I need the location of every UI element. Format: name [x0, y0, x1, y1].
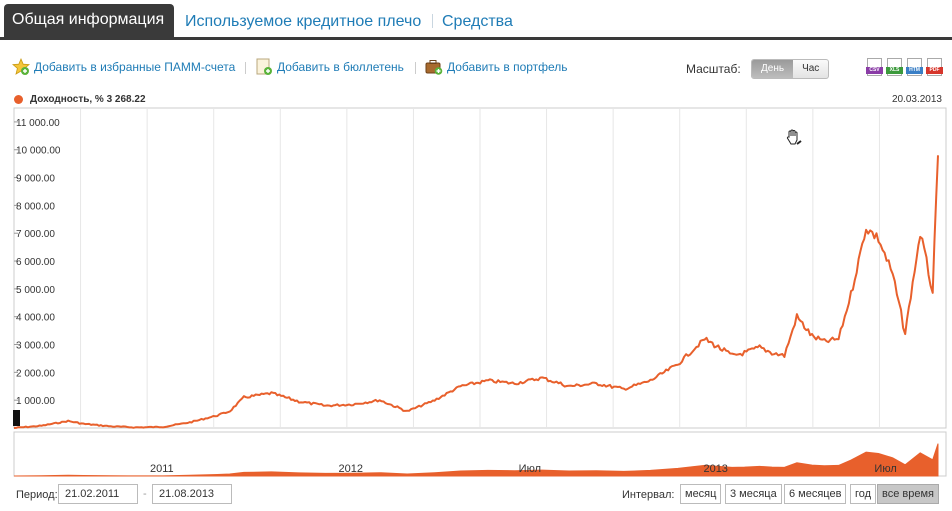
tab-bar: Общая информация Используемое кредитное …: [0, 0, 952, 40]
y-tick-label: 2 000.00: [16, 368, 55, 379]
tab-leverage[interactable]: Используемое кредитное плечо: [185, 13, 422, 30]
export-pdf-button[interactable]: PDF: [926, 58, 943, 78]
interval-6months-button[interactable]: 6 месяцев: [784, 484, 847, 504]
series-line: [13, 155, 939, 429]
y-tick-label: 4 000.00: [16, 313, 55, 324]
interval-3months-button[interactable]: 3 месяца: [725, 484, 782, 504]
y-tick-label: 9 000.00: [16, 174, 55, 185]
interval-year-button[interactable]: год: [850, 484, 877, 504]
period-label: Период:: [16, 489, 58, 501]
interval-all-time-button[interactable]: все время: [877, 484, 939, 504]
current-date: 20.03.2013: [891, 94, 942, 105]
csv-icon: CSV: [866, 67, 883, 74]
export-csv-button[interactable]: CSV: [866, 58, 883, 78]
y-tick-label: 11 000.00: [16, 118, 60, 129]
add-favorite-label: Добавить в избранные ПАММ-счета: [34, 60, 236, 74]
interval-label: Интервал:: [622, 489, 675, 501]
toolbar: Добавить в избранные ПАММ-счета Добавить…: [0, 52, 952, 80]
legend-marker: [14, 95, 23, 104]
add-bulletin-label: Добавить в бюллетень: [277, 60, 404, 74]
tab-funds[interactable]: Средства: [442, 13, 513, 30]
x-axis-label: Июл: [519, 463, 541, 475]
y-tick-label: 1 000.00: [16, 396, 55, 407]
x-axis-label: 2013: [703, 463, 727, 475]
x-axis-label: 2012: [338, 463, 362, 475]
export-htm-button[interactable]: HTM: [906, 58, 923, 78]
scale-hour-button[interactable]: Час: [802, 63, 820, 74]
x-axis-label: 2011: [150, 463, 174, 475]
y-tick-label: 8 000.00: [16, 201, 55, 212]
toolbar-separator: [415, 62, 416, 74]
tab-general-info[interactable]: Общая информация: [4, 4, 175, 37]
x-axis-label: Июл: [874, 463, 896, 475]
y-tick-label: 5 000.00: [16, 285, 55, 296]
range-start-handle: [13, 410, 20, 426]
star-add-icon: [12, 58, 30, 75]
scale-label: Масштаб:: [686, 62, 741, 76]
scale-day-button[interactable]: День: [752, 60, 794, 78]
interval-month-button[interactable]: месяц: [680, 484, 722, 504]
navigator-area: [13, 443, 939, 477]
yield-chart[interactable]: 1 000.00 2 000.00 3 000.00 4 000.00 5 000.00…: [0, 106, 952, 478]
bulletin-add-icon: [256, 58, 272, 75]
y-tick-label: 7 000.00: [16, 229, 55, 240]
pdf-icon: PDF: [926, 67, 943, 74]
y-tick-label: 6 000.00: [16, 257, 55, 268]
xls-icon: XLS: [886, 67, 903, 74]
export-xls-button[interactable]: XLS: [886, 58, 903, 78]
footer-controls: Период: - Интервал: месяц 3 месяца 6 мес…: [0, 482, 952, 506]
toolbar-separator: [245, 62, 246, 74]
y-tick-label: 3 000.00: [16, 341, 55, 352]
tab-separator: [432, 14, 433, 28]
hand-cursor-icon: [786, 129, 802, 145]
scale-toggle: День Час: [751, 59, 830, 79]
date-from-input[interactable]: [58, 484, 138, 504]
briefcase-add-icon: [425, 60, 443, 75]
y-tick-label: 10 000.00: [16, 146, 61, 157]
date-to-input[interactable]: [152, 484, 232, 504]
date-separator: -: [143, 488, 147, 500]
add-portfolio-label: Добавить в портфель: [447, 60, 568, 74]
htm-icon: HTM: [906, 67, 923, 74]
legend-label: Доходность, % 3 268.22: [30, 94, 146, 105]
